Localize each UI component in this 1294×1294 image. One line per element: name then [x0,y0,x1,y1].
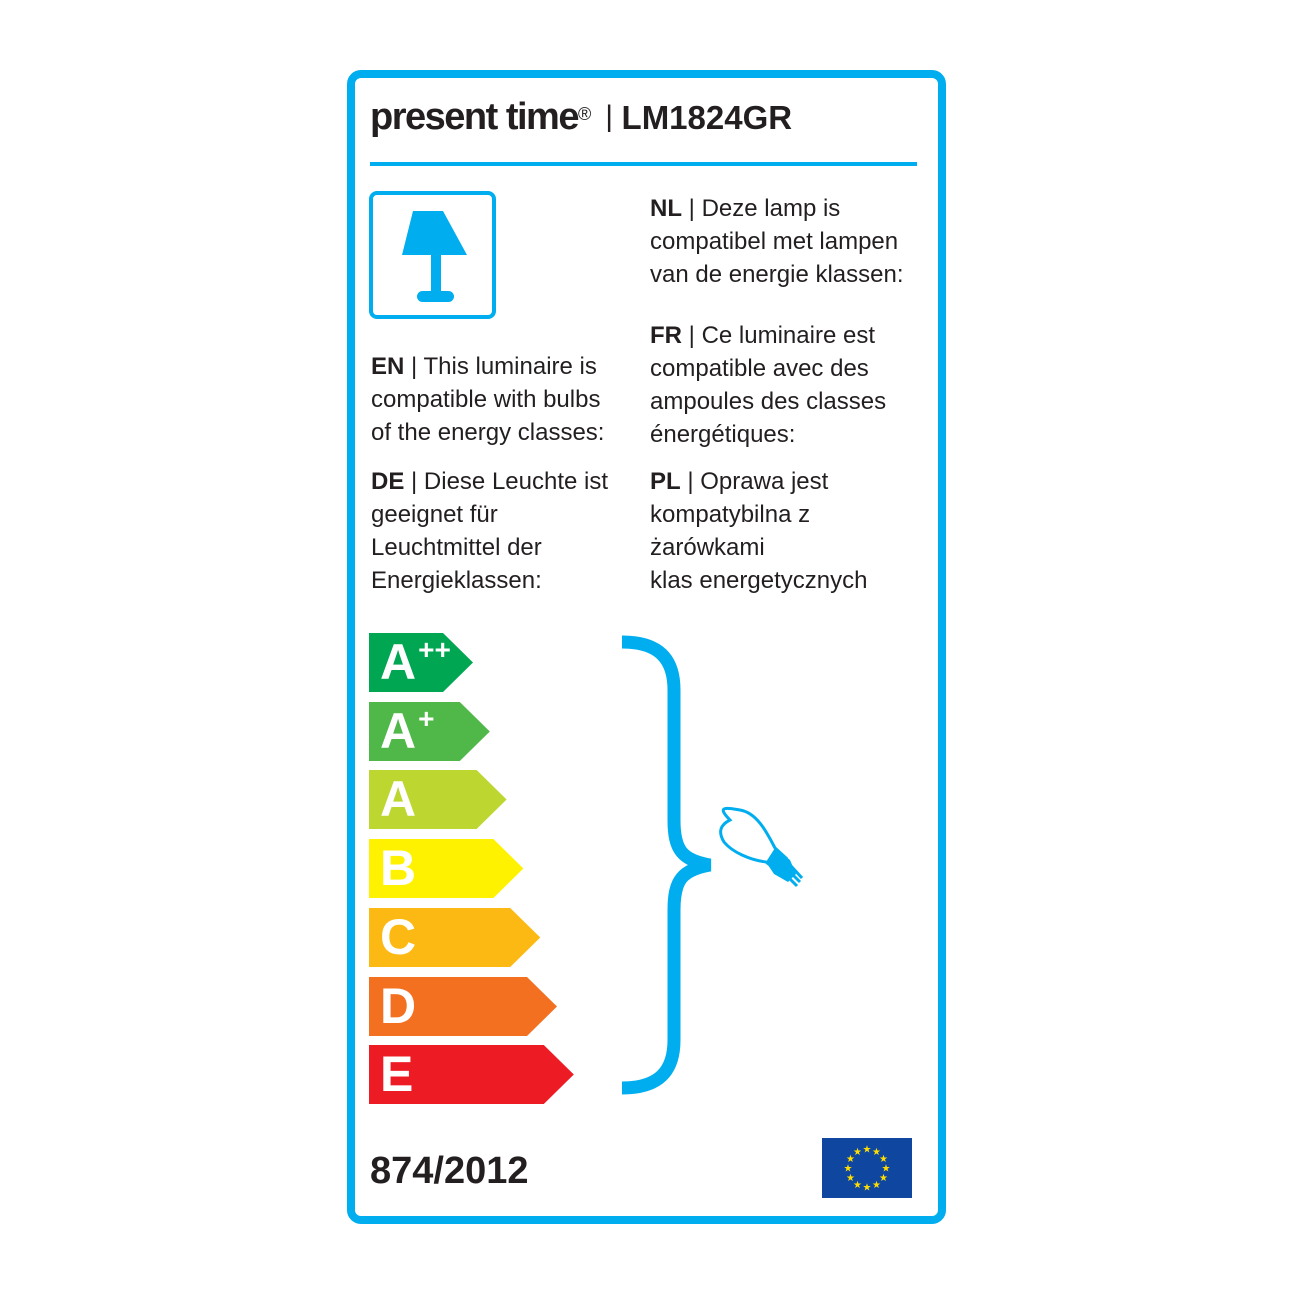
light-bulb-icon [719,806,804,888]
lang-code-de: DE [371,468,405,495]
energy-class-c: C [369,907,541,967]
energy-class-label: A++ [380,634,451,690]
energy-arrow [369,1045,574,1105]
curly-brace [621,635,712,1095]
energy-class-e: E [369,1045,574,1105]
text-nl: NL | Deze lamp is compatibel met lampen … [650,195,904,288]
text-pl-body: Oprawa jest kompatybilna z żarówkami kla… [650,468,868,594]
header: present time® | LM1824GR [370,96,792,139]
energy-arrow [369,839,524,899]
lang-code-fr: FR [650,322,682,349]
energy-class-label: A+ [380,702,435,759]
text-en-body: This luminaire is compatible with bulbs … [371,353,605,446]
registered-mark: ® [577,104,592,124]
text-en: EN | This luminaire is compatible with b… [371,353,605,446]
eu-star: ★ [872,1180,881,1191]
eu-star: ★ [879,1154,888,1165]
energy-class-a: A [369,770,507,830]
model-number: LM1824GR [621,99,793,136]
eu-star: ★ [846,1154,855,1165]
text-pl: PL | Oprawa jest kompatybilna z żarówkam… [650,468,868,594]
energy-arrow [369,701,490,761]
regulation-number: 874/2012 [370,1150,529,1192]
text-de-body: Diese Leuchte ist geeignet für Leuchtmit… [371,468,609,594]
eu-star: ★ [879,1173,888,1184]
label-frame [347,70,946,1224]
header-divider [370,162,917,166]
energy-class-label: D [380,977,417,1034]
energy-class-label: A [380,771,417,828]
text-nl-body: Deze lamp is compatibel met lampen van d… [650,195,904,288]
eu-star: ★ [863,1145,872,1156]
eu-flag-icon: ★ ★ ★ ★ ★ ★ ★ ★ ★ ★ ★ ★ [822,1138,912,1198]
text-de: DE | Diese Leuchte ist geeignet für Leuc… [371,468,609,594]
eu-star: ★ [872,1147,881,1158]
eu-star: ★ [853,1147,862,1158]
text-fr: FR | Ce luminaire est compatible avec de… [650,322,887,448]
table-lamp-icon [369,191,496,319]
eu-star: ★ [853,1180,862,1191]
eu-star: ★ [844,1164,853,1175]
separator: | [605,100,613,133]
energy-arrow [369,770,507,830]
energy-class-app: A++ [369,633,473,692]
energy-class-label: C [380,908,417,965]
text-fr-body: Ce luminaire est compatible avec des amp… [650,322,887,448]
eu-star: ★ [846,1173,855,1184]
lang-code-nl: NL [650,195,682,222]
energy-class-label: B [380,840,417,897]
bracket-and-bulb [621,635,804,1095]
energy-class-d: D [369,976,557,1036]
eu-star: ★ [863,1183,872,1194]
energy-arrow [369,633,473,692]
energy-class-b: B [369,839,524,899]
lang-code-pl: PL [650,468,681,495]
brand-name: present time [370,96,579,138]
energy-class-ap: A+ [369,701,490,761]
energy-class-label: E [380,1046,414,1103]
lang-code-en: EN [371,353,405,380]
eu-star: ★ [882,1164,891,1175]
energy-arrow [369,907,541,967]
energy-arrow [369,976,557,1036]
